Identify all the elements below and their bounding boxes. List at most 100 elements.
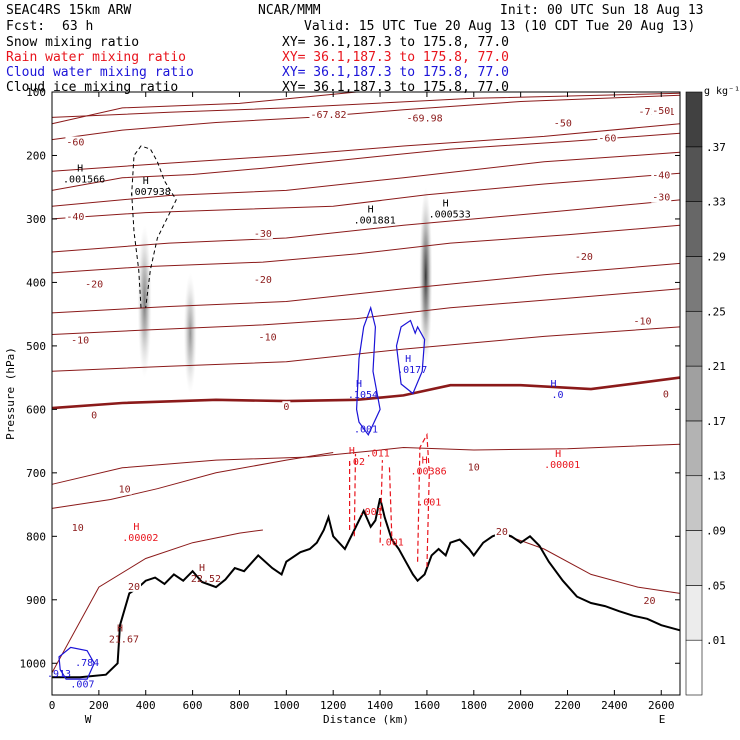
isotherm-line bbox=[51, 326, 681, 372]
extremum-marker: H bbox=[356, 379, 362, 390]
contour-label: -40 bbox=[652, 171, 670, 182]
label-bg bbox=[494, 526, 509, 538]
hydrometeor-contours bbox=[58, 145, 430, 680]
valid-time: Valid: 15 UTC Tue 20 Aug 13 (10 CDT Tue … bbox=[304, 19, 695, 34]
org-label: NCAR/MMM bbox=[258, 3, 321, 18]
colorbar-segment bbox=[685, 475, 703, 531]
field-xy: XY= 36.1,187.3 to 175.8, 77.0 bbox=[282, 80, 509, 95]
colorbar-segment bbox=[685, 365, 703, 422]
isotherm-line bbox=[51, 452, 334, 509]
init-time: Init: 00 UTC Sun 18 Aug 13 bbox=[500, 3, 704, 18]
contour-label: -50 bbox=[652, 106, 670, 117]
hydrometeor-label: .913 bbox=[47, 669, 71, 680]
colorbar-tick: .05 bbox=[706, 579, 726, 592]
y-tick-label: 1000 bbox=[20, 657, 47, 670]
extremum-marker: H bbox=[405, 354, 411, 365]
x-tick-label: 1000 bbox=[273, 699, 300, 712]
hydrometeor-label: .784 bbox=[75, 658, 99, 669]
x-tick-label: 1600 bbox=[414, 699, 441, 712]
contour-label: -10 bbox=[259, 332, 277, 343]
contour-label: 20 bbox=[496, 527, 508, 538]
contour-label: 10 bbox=[468, 462, 480, 473]
y-axis-label: Pressure (hPa) bbox=[4, 347, 17, 440]
extremum-marker: H bbox=[422, 455, 428, 466]
colorbar-tick: .09 bbox=[706, 525, 726, 538]
hydrometeor-label: .001 bbox=[354, 424, 378, 435]
x-tick-label: 2000 bbox=[507, 699, 534, 712]
contour-label: -10 bbox=[633, 317, 651, 328]
field-xy: XY= 36.1,187.3 to 175.8, 77.0 bbox=[282, 65, 509, 80]
x-tick-label: 800 bbox=[230, 699, 250, 712]
colorbar-unit: g kg⁻¹ bbox=[704, 86, 740, 97]
label-bg bbox=[282, 401, 291, 413]
extremum-value: .001881 bbox=[354, 216, 396, 227]
contour-labels: -67.82-69.98-72.31-60-60-50-50-40-40-30-… bbox=[47, 104, 676, 691]
contour-label: -60 bbox=[598, 134, 616, 145]
west-label: W bbox=[85, 713, 92, 726]
cloud-water-contour bbox=[58, 646, 95, 680]
extremum-marker: H bbox=[143, 176, 149, 187]
fcst-label: Fcst: bbox=[6, 19, 45, 34]
extremum-value: 21.67 bbox=[109, 635, 139, 646]
hydrometeor-label: .001 bbox=[417, 497, 441, 508]
extremum-value: .02 bbox=[347, 457, 365, 468]
extremum-value: .0 bbox=[551, 390, 563, 401]
contour-label: -20 bbox=[254, 275, 272, 286]
field-legend: Snow mixing ratio XY= 36.1,187.3 to 175.8… bbox=[6, 35, 509, 95]
x-tick-label: 2200 bbox=[554, 699, 581, 712]
hydrometeor-label: .007 bbox=[70, 680, 94, 691]
colorbar-segment bbox=[685, 310, 703, 367]
colorbar-tick: .29 bbox=[706, 250, 726, 263]
isotherm-line bbox=[51, 92, 681, 118]
plot-frame bbox=[51, 91, 681, 696]
x-tick-label: 1200 bbox=[320, 699, 347, 712]
label-bg bbox=[127, 580, 142, 592]
colorbar-segment bbox=[685, 639, 703, 696]
terrain-profile bbox=[52, 497, 681, 679]
colorbar: .01 .05 .09 .13 .17 .21 .25 .29 .33 .37 g kg⁻¹ bbox=[685, 86, 740, 696]
contour-label: 0 bbox=[663, 390, 669, 401]
field-xy: XY= 36.1,187.3 to 175.8, 77.0 bbox=[282, 35, 509, 50]
colorbar-segment bbox=[685, 201, 703, 257]
colorbar-segment bbox=[685, 256, 703, 312]
contour-label: -40 bbox=[66, 212, 84, 223]
isotherm-line bbox=[51, 529, 263, 674]
extremum-marker: H bbox=[77, 163, 83, 174]
extremum-value: .00001 bbox=[544, 460, 580, 471]
isotherm-line bbox=[51, 288, 681, 335]
contour-label: -20 bbox=[575, 252, 593, 263]
contour-label: -50 bbox=[554, 118, 572, 129]
extremum-value: .00002 bbox=[122, 533, 158, 544]
rain-water-contour bbox=[388, 466, 393, 537]
label-bg bbox=[65, 210, 86, 222]
isotherm-line bbox=[51, 376, 681, 410]
contour-label: 10 bbox=[72, 523, 84, 534]
isotherm-line bbox=[508, 535, 681, 594]
x-tick-label: 200 bbox=[89, 699, 109, 712]
label-bg bbox=[117, 483, 132, 495]
label-bg bbox=[632, 315, 653, 327]
terrain-line bbox=[52, 497, 681, 679]
extremum-value: .0177 bbox=[397, 365, 427, 376]
contour-label: -60 bbox=[66, 138, 84, 149]
colorbar-tick: .13 bbox=[706, 470, 726, 483]
extremum-marker: H bbox=[368, 205, 374, 216]
x-tick-label: 600 bbox=[183, 699, 203, 712]
fcst-value: 63 h bbox=[62, 19, 93, 34]
cloud-water-contour bbox=[395, 319, 426, 395]
colorbar-tick: .25 bbox=[706, 305, 726, 318]
colorbar-segment bbox=[685, 420, 703, 477]
colorbar-segment bbox=[685, 585, 703, 641]
isotherm-line bbox=[51, 123, 681, 172]
contour-label: -20 bbox=[85, 280, 103, 291]
label-bg bbox=[651, 169, 672, 181]
y-tick-label: 500 bbox=[26, 340, 46, 353]
colorbar-tick: .01 bbox=[706, 634, 726, 647]
label-bg bbox=[651, 191, 672, 203]
isotherm-line bbox=[51, 151, 681, 207]
colorbar-tick: .17 bbox=[706, 415, 726, 428]
snow-shade bbox=[419, 187, 433, 365]
label-bg bbox=[552, 117, 573, 129]
x-tick-label: 1400 bbox=[367, 699, 394, 712]
